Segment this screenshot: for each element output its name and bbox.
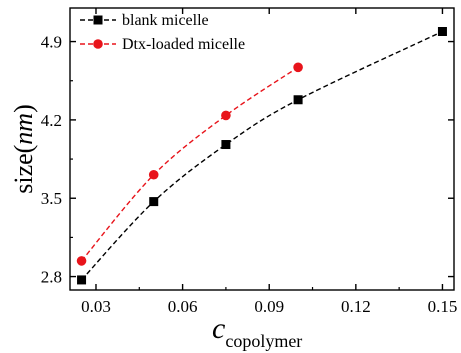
series-line xyxy=(81,66,299,262)
series-line xyxy=(81,30,443,281)
series-blank-micelle xyxy=(77,27,447,285)
data-point xyxy=(221,110,231,121)
plot-frame xyxy=(69,7,455,291)
legend-marker xyxy=(93,15,103,25)
x-axis-title-subscript: copolymer xyxy=(225,331,302,351)
x-axis-title-main: c xyxy=(212,312,225,345)
y-axis-title-close: ) xyxy=(9,104,38,113)
legend-item: Dtx-loaded micelle xyxy=(80,36,245,53)
data-point xyxy=(148,169,159,180)
x-tick-label: 0.06 xyxy=(168,297,198,316)
data-point xyxy=(77,275,87,285)
data-point xyxy=(221,140,231,150)
series-layer xyxy=(76,27,447,285)
series-dtx-loaded-micelle xyxy=(76,62,303,266)
legend-marker xyxy=(93,39,103,49)
x-tick-label: 0.15 xyxy=(428,297,458,316)
axis-titles: size(nm) ccopolymer xyxy=(9,104,302,351)
y-tick-label: 4.2 xyxy=(41,111,62,130)
plot-border xyxy=(69,7,455,291)
x-axis-title: ccopolymer xyxy=(212,312,302,351)
legend-label: blank micelle xyxy=(122,12,209,29)
data-point xyxy=(293,95,303,105)
y-axis-title-main: size( xyxy=(9,145,38,194)
x-tick-label: 0.03 xyxy=(81,297,111,316)
data-point xyxy=(149,197,159,207)
data-point xyxy=(76,256,87,266)
axis-ticks: 0.03 0.06 0.09 0.12 0.15 2.8 3.5 4.2 4.9 xyxy=(41,8,458,316)
legend: blank micelle Dtx-loaded micelle xyxy=(80,12,245,53)
legend-item: blank micelle xyxy=(80,12,209,29)
y-axis-title: size(nm) xyxy=(9,104,38,194)
x-tick-label: 0.12 xyxy=(341,297,371,316)
y-tick-label: 3.5 xyxy=(41,189,62,208)
x-tick-label: 0.09 xyxy=(254,297,284,316)
data-point xyxy=(437,27,447,36)
legend-label: Dtx-loaded micelle xyxy=(122,36,245,53)
y-tick-label: 4.9 xyxy=(41,33,62,52)
y-tick-label: 2.8 xyxy=(41,268,62,287)
y-axis-title-unit: nm xyxy=(9,113,38,145)
data-point xyxy=(293,62,303,73)
